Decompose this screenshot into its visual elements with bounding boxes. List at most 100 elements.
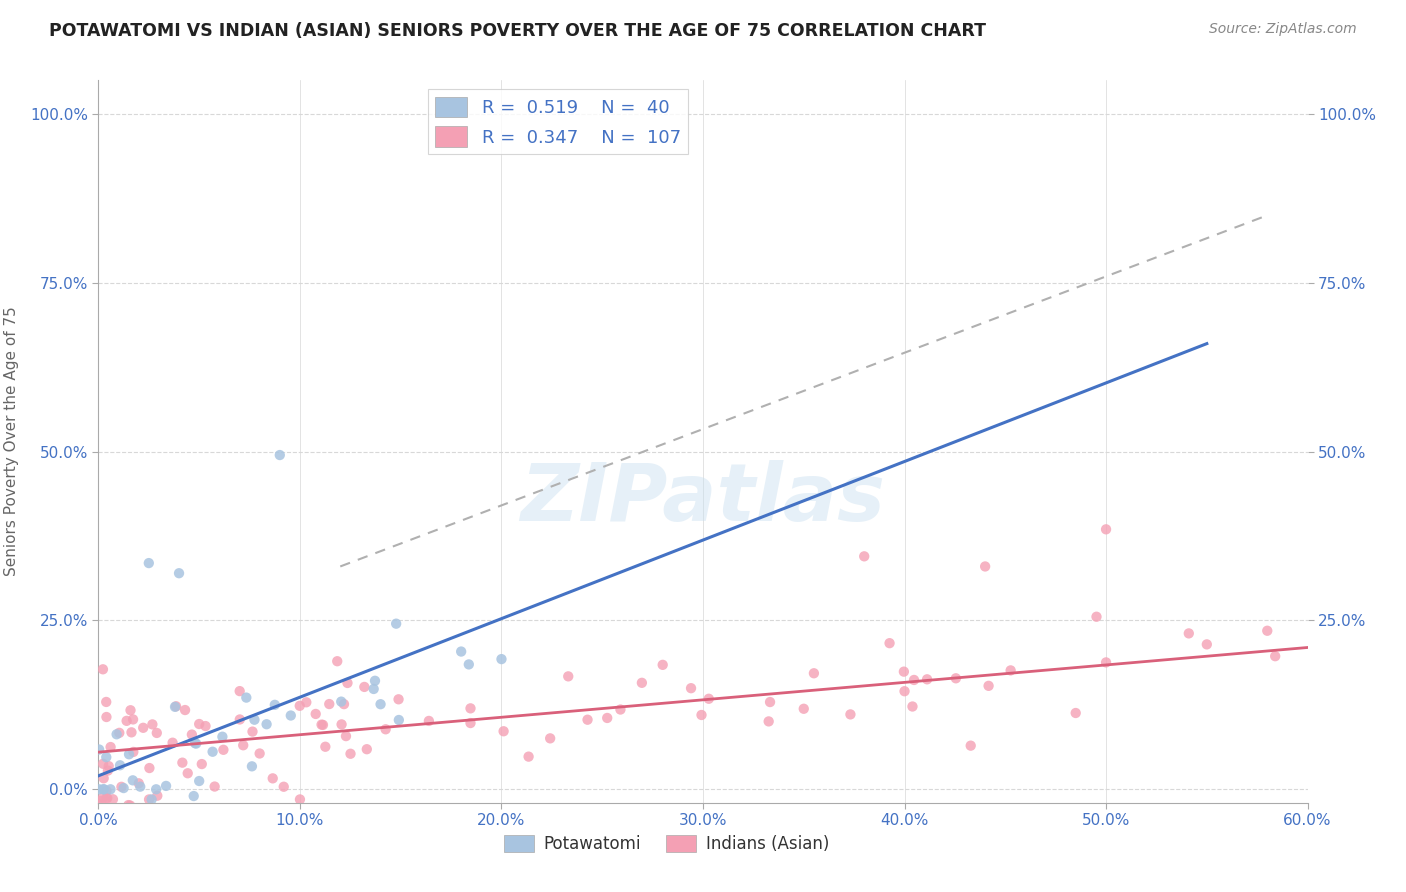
Point	[679, 681, 702, 696]
Point	[1095, 522, 1118, 536]
Point	[262, 772, 284, 786]
Point	[492, 724, 515, 739]
Point	[517, 749, 540, 764]
Point	[194, 719, 217, 733]
Point	[364, 673, 387, 688]
Point	[96, 750, 118, 764]
Point	[165, 699, 187, 714]
Point	[339, 747, 361, 761]
Point	[120, 798, 142, 813]
Point	[122, 745, 145, 759]
Point	[295, 695, 318, 709]
Point	[115, 714, 138, 728]
Point	[120, 703, 142, 717]
Point	[333, 697, 356, 711]
Point	[212, 743, 235, 757]
Point	[460, 701, 482, 715]
Point	[269, 448, 291, 462]
Point	[172, 756, 194, 770]
Point	[145, 782, 167, 797]
Point	[97, 759, 120, 773]
Point	[87, 797, 110, 811]
Legend: Potawatomi, Indians (Asian): Potawatomi, Indians (Asian)	[498, 828, 837, 860]
Point	[100, 782, 122, 797]
Point	[803, 666, 825, 681]
Point	[96, 710, 118, 724]
Point	[93, 782, 115, 797]
Point	[311, 717, 333, 731]
Point	[263, 698, 285, 712]
Point	[89, 782, 111, 797]
Point	[240, 759, 263, 773]
Point	[1000, 664, 1022, 678]
Point	[89, 742, 111, 756]
Point	[903, 673, 925, 687]
Point	[318, 697, 340, 711]
Point	[91, 790, 114, 805]
Point	[256, 717, 278, 731]
Point	[108, 758, 131, 772]
Point	[101, 792, 124, 806]
Point	[186, 737, 208, 751]
Point	[336, 676, 359, 690]
Point	[138, 792, 160, 806]
Point	[370, 697, 392, 711]
Point	[138, 556, 160, 570]
Point	[146, 789, 169, 803]
Point	[93, 782, 115, 797]
Point	[122, 713, 145, 727]
Point	[162, 736, 184, 750]
Point	[229, 713, 252, 727]
Point	[330, 695, 353, 709]
Point	[314, 739, 336, 754]
Point	[901, 699, 924, 714]
Point	[96, 791, 118, 805]
Point	[90, 794, 112, 808]
Point	[758, 714, 780, 729]
Point	[374, 723, 396, 737]
Point	[457, 657, 479, 672]
Point	[117, 798, 139, 813]
Point	[853, 549, 876, 564]
Point	[335, 729, 357, 743]
Point	[121, 725, 143, 739]
Point	[91, 756, 114, 771]
Point	[538, 731, 561, 746]
Point	[138, 761, 160, 775]
Point	[353, 680, 375, 694]
Point	[305, 706, 328, 721]
Point	[1064, 706, 1087, 720]
Point	[330, 717, 353, 731]
Point	[211, 730, 233, 744]
Point	[839, 707, 862, 722]
Point	[105, 727, 128, 741]
Point	[697, 691, 720, 706]
Point	[690, 708, 713, 723]
Text: Source: ZipAtlas.com: Source: ZipAtlas.com	[1209, 22, 1357, 37]
Point	[915, 673, 938, 687]
Point	[232, 739, 254, 753]
Point	[191, 757, 214, 772]
Point	[793, 702, 815, 716]
Point	[288, 792, 311, 806]
Point	[893, 684, 915, 698]
Point	[180, 728, 202, 742]
Point	[491, 652, 513, 666]
Point	[110, 780, 132, 794]
Text: POTAWATOMI VS INDIAN (ASIAN) SENIORS POVERTY OVER THE AGE OF 75 CORRELATION CHAR: POTAWATOMI VS INDIAN (ASIAN) SENIORS POV…	[49, 22, 986, 40]
Point	[1085, 609, 1108, 624]
Point	[184, 736, 207, 750]
Point	[96, 784, 118, 798]
Point	[387, 692, 409, 706]
Point	[273, 780, 295, 794]
Point	[576, 713, 599, 727]
Point	[1256, 624, 1278, 638]
Point	[188, 717, 211, 731]
Point	[460, 716, 482, 731]
Point	[450, 644, 472, 658]
Point	[1195, 637, 1218, 651]
Point	[418, 714, 440, 728]
Point	[977, 679, 1000, 693]
Point	[108, 726, 131, 740]
Point	[1264, 649, 1286, 664]
